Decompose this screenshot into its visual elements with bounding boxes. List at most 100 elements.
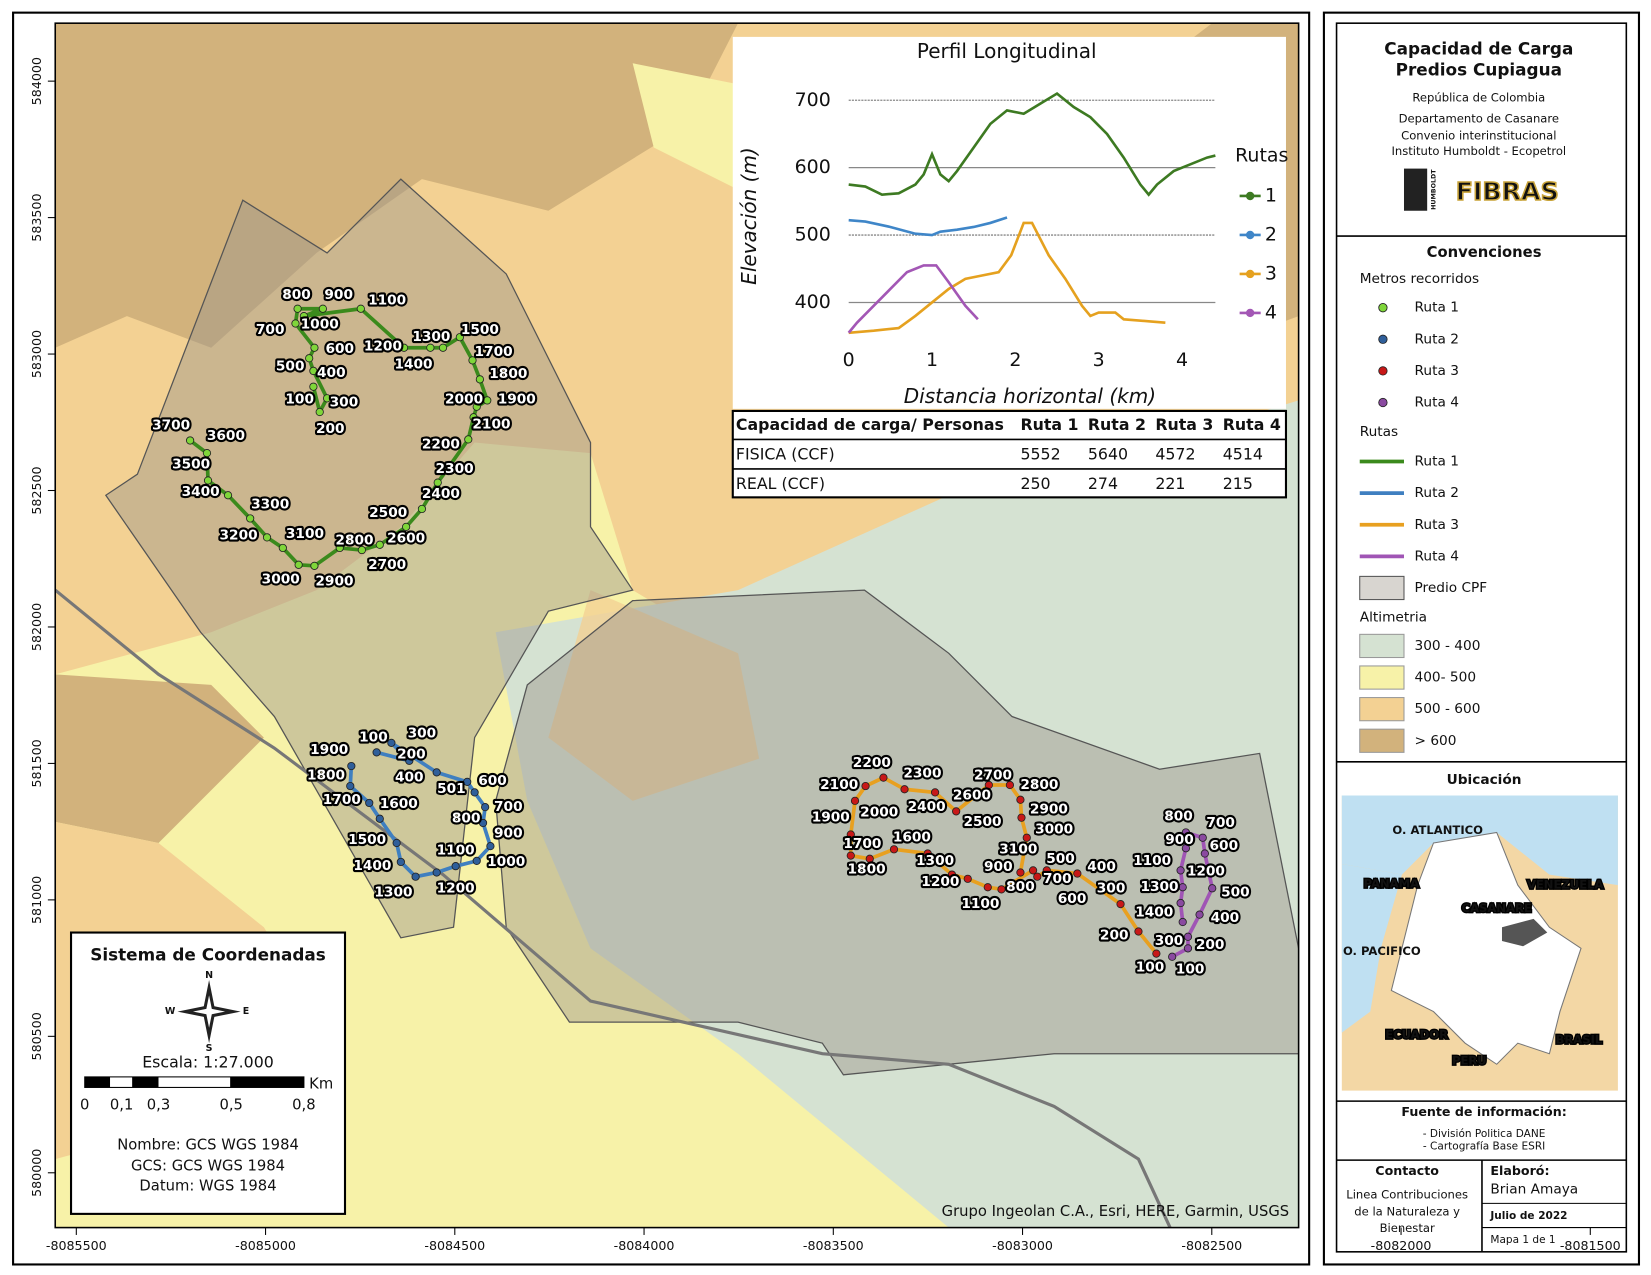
route-marker-label: 600	[1210, 838, 1239, 854]
y-tick-label: 580500	[29, 1012, 44, 1060]
coordinate-frame	[69, 931, 347, 1215]
location-label: PANAMA	[1364, 877, 1420, 891]
route-marker	[346, 781, 355, 791]
legend-label: Ruta 1	[1415, 300, 1459, 316]
route-marker	[426, 343, 435, 352]
route-marker-label: 501	[437, 781, 466, 797]
route-marker-label: 300	[408, 725, 437, 741]
route-marker	[469, 413, 478, 422]
route-marker-label: 800	[452, 811, 481, 827]
legend-label: > 600	[1415, 733, 1457, 749]
table-cell: 5552	[1020, 445, 1060, 464]
route-marker	[185, 436, 195, 445]
route-marker	[1176, 866, 1185, 875]
legend-subheading: Altimetria	[1360, 609, 1427, 625]
route-marker	[846, 851, 855, 860]
legend-marker	[1378, 334, 1388, 344]
side-panel: Capacidad de Carga Predios Cupiagua Repú…	[1335, 22, 1628, 1253]
table-cell: 274	[1088, 474, 1118, 493]
profile-line	[848, 91, 1216, 197]
panel-subtitle: Instituto Humboldt - Ecopetrol	[1391, 144, 1566, 158]
route-marker	[947, 870, 957, 879]
x-tick-label: -8084500	[424, 1238, 485, 1253]
x-tick-label: 0	[843, 349, 855, 371]
route-marker-label: 100	[359, 730, 388, 746]
route-marker-label: 1000	[301, 317, 339, 333]
route-marker-label: 1300	[412, 329, 450, 345]
table-cell: FISICA (CCF)	[736, 445, 835, 464]
table-header: Ruta 1	[1020, 415, 1078, 434]
scale-seg	[84, 1076, 111, 1088]
sea	[1341, 795, 1618, 886]
x-tick-label: -8083500	[803, 1238, 864, 1253]
profile-line	[848, 221, 1166, 335]
route-marker-label: 1300	[1140, 879, 1178, 895]
route-marker-label: 2300	[436, 461, 474, 477]
route-marker-label: 2600	[953, 788, 991, 804]
table-cell: 221	[1155, 474, 1185, 493]
route-marker	[309, 366, 318, 376]
location-label: BRASIL	[1556, 1033, 1603, 1047]
route-marker-label: 200	[1196, 937, 1225, 953]
legend-dot	[1245, 191, 1255, 201]
route-marker-label: 1200	[437, 880, 475, 896]
route-marker	[984, 780, 993, 790]
crs-line: Datum: WGS 1984	[139, 1177, 276, 1194]
y-tick-label: 583500	[29, 193, 44, 241]
attribution: Grupo Ingeolan C.A., Esri, HERE, Garmin,…	[942, 1203, 1289, 1220]
scale-label: 0,1	[110, 1096, 133, 1113]
route-marker-label: 2000	[445, 391, 483, 407]
route-marker-label: 1600	[380, 796, 418, 812]
alt-600	[55, 674, 264, 843]
y-tick-label: 400	[795, 291, 831, 313]
route-marker-label: 3500	[172, 457, 210, 473]
route-marker-label: 900	[324, 287, 353, 303]
x-tick-label: -8084000	[614, 1238, 675, 1253]
crs-line: GCS: GCS WGS 1984	[131, 1157, 285, 1174]
route-marker-label: 1100	[368, 292, 406, 308]
legend-swatch	[1359, 575, 1405, 601]
table-frame	[731, 409, 1288, 499]
route-marker-label: 3100	[286, 526, 324, 542]
route-marker	[375, 814, 384, 823]
profile-ylabel: Elevación (m)	[737, 147, 761, 285]
route-marker-label: 1200	[921, 874, 959, 890]
legend-label: Ruta 2	[1415, 485, 1459, 501]
alt-500-600	[548, 590, 760, 801]
route-marker	[223, 491, 233, 500]
route-marker	[375, 540, 384, 549]
route-marker-label: 700	[1043, 871, 1072, 887]
route-marker	[923, 849, 932, 858]
route-marker	[983, 883, 992, 892]
route-marker-label: 700	[256, 322, 285, 338]
legend-marker	[1378, 397, 1388, 408]
table-cell: REAL (CCF)	[736, 474, 825, 493]
route-marker-label: 1000	[487, 854, 525, 870]
panel-subtitle: Departamento de Casanare	[1399, 112, 1559, 126]
x-tick-label: 2	[1009, 349, 1021, 371]
profile-box	[732, 36, 1286, 409]
crs-line: Nombre: GCS WGS 1984	[117, 1136, 299, 1153]
panel-subtitle: Convenio interinstitucional	[1401, 128, 1556, 142]
location-label: O. ATLANTICO	[1392, 823, 1483, 837]
route-marker-label: 3300	[251, 497, 289, 513]
route-marker-label: 1400	[353, 858, 391, 874]
route-marker-label: 2900	[1030, 801, 1068, 817]
legend-subheading: Rutas	[1360, 424, 1398, 440]
route-marker-label: 1700	[843, 836, 881, 852]
author-title: Elaboró:	[1490, 1163, 1549, 1178]
route-marker-label: 2400	[908, 799, 946, 815]
y-tick-label: 581000	[29, 876, 44, 924]
contact-line: de la Naturaleza y	[1354, 1204, 1460, 1218]
y-tick-label: 700	[795, 89, 831, 111]
route-marker-label: 1100	[961, 896, 999, 912]
route-marker	[294, 560, 303, 569]
route-marker-label: 1300	[374, 884, 412, 900]
route-marker-label: 400	[395, 770, 424, 786]
route-marker	[291, 319, 300, 328]
y-tick-label: 582500	[29, 466, 44, 514]
predio-cpf	[104, 178, 634, 939]
route-marker	[963, 874, 972, 883]
route-marker	[202, 448, 212, 458]
x-tick-label: -8082000	[1371, 1238, 1432, 1253]
